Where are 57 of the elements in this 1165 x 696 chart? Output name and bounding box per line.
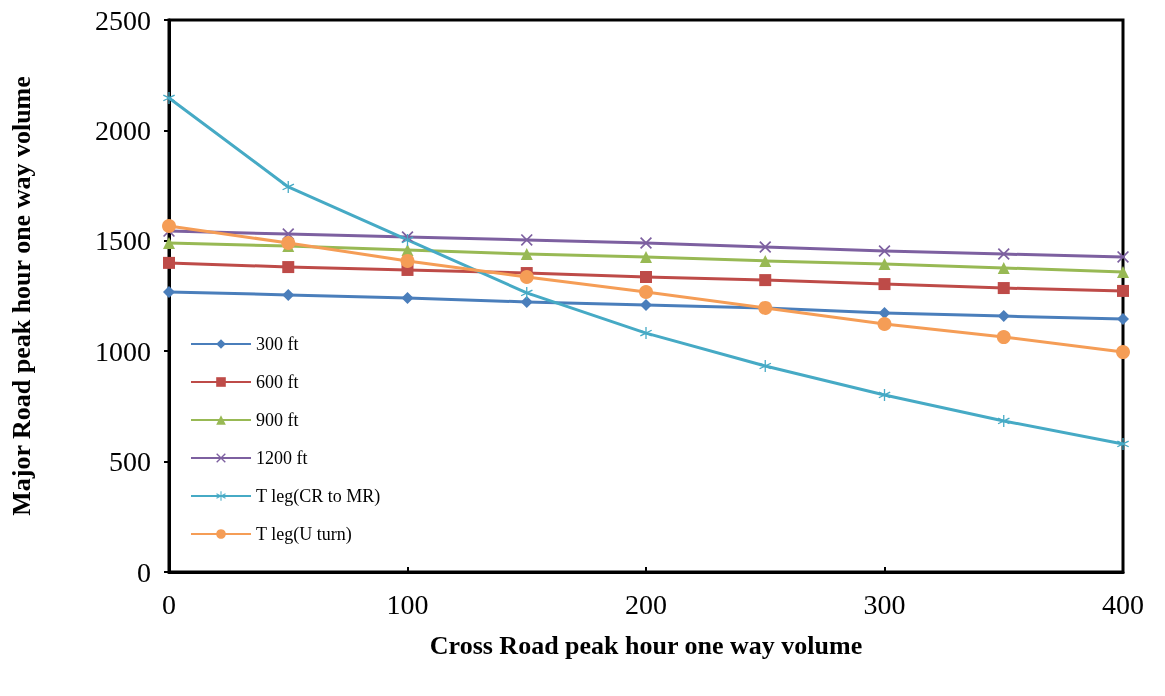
point [1117, 312, 1129, 325]
legend-label: T leg(CR to MR) [256, 486, 381, 507]
point [997, 261, 1010, 274]
x-tick-label: 200 [625, 588, 667, 620]
point [163, 286, 175, 299]
point [878, 307, 891, 319]
point [640, 271, 652, 284]
y-tick-label: 2000 [95, 114, 151, 146]
point [639, 285, 653, 300]
point [759, 254, 772, 267]
point [163, 91, 175, 104]
point [1117, 250, 1129, 263]
point [282, 180, 295, 193]
point [878, 257, 891, 270]
point [520, 248, 533, 261]
point [640, 327, 652, 340]
point [877, 317, 892, 332]
point [759, 359, 772, 372]
point [996, 330, 1011, 345]
point [1117, 265, 1129, 278]
point [640, 237, 652, 250]
point [519, 270, 534, 285]
point [640, 250, 652, 263]
point [520, 286, 533, 299]
y-tick-label: 0 [137, 556, 151, 588]
y-tick-label: 2500 [95, 4, 151, 36]
point [1116, 345, 1130, 360]
point [878, 388, 891, 401]
point [163, 237, 175, 250]
point [997, 414, 1010, 427]
point [1117, 437, 1129, 450]
point [162, 219, 176, 233]
point [163, 256, 175, 269]
legend-label: 900 ft [256, 410, 299, 430]
y-tick-label: 1000 [95, 335, 151, 367]
x-tick-label: 300 [863, 588, 906, 620]
point [759, 274, 772, 287]
x-tick-label: 100 [386, 588, 429, 620]
point [400, 253, 415, 268]
point [282, 261, 295, 274]
point [878, 278, 891, 291]
y-tick-label: 500 [109, 446, 151, 478]
y-axis-title: Major Road peak hour one way volume [6, 76, 36, 516]
point [1117, 284, 1129, 297]
point [520, 233, 533, 246]
point [640, 299, 652, 312]
point [997, 282, 1010, 295]
point [401, 291, 414, 304]
legend-label: 300 ft [256, 334, 299, 354]
x-axis-title: Cross Road peak hour one way volume [429, 630, 863, 660]
legend-label: 1200 ft [256, 448, 308, 468]
y-tick-label: 1500 [95, 225, 151, 257]
x-tick-label: 400 [1102, 588, 1144, 620]
point [281, 236, 296, 250]
x-tick-label: 0 [162, 588, 176, 620]
legend-label: T leg(U turn) [256, 524, 352, 545]
legend-label: 600 ft [256, 372, 299, 392]
